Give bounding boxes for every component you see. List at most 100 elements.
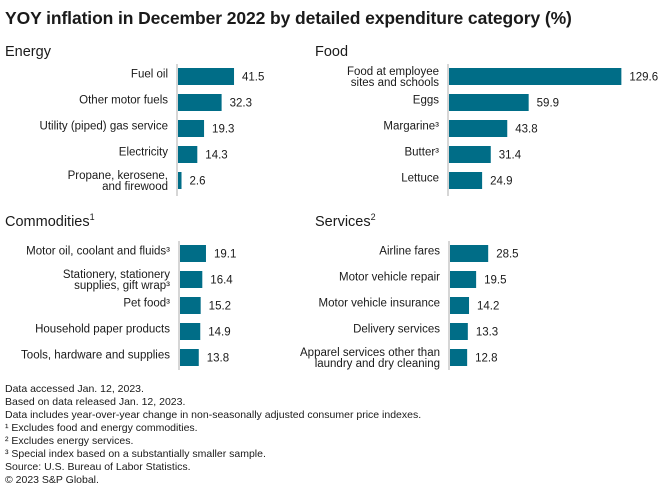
bar	[449, 68, 622, 85]
bar-value-label: 13.8	[207, 353, 229, 365]
footnote-copyright: © 2023 S&P Global.	[5, 474, 99, 486]
category-label-line: supplies, gift wrap³	[74, 280, 170, 292]
bar	[449, 120, 508, 137]
category-label: Margarine³	[383, 121, 439, 133]
category-label-line: Delivery services	[353, 324, 440, 336]
category-label-line: Utility (piped) gas service	[40, 121, 168, 133]
chart-footnotes: Data accessed Jan. 12, 2023. Based on da…	[5, 383, 421, 487]
category-label-line: Tools, hardware and supplies	[21, 350, 170, 362]
category-label-line: sites and schools	[351, 77, 439, 89]
bar	[178, 94, 222, 111]
category-label-line: Motor vehicle insurance	[319, 298, 440, 310]
bar	[180, 349, 199, 366]
bar-value-label: 19.3	[212, 124, 234, 136]
category-label: Eggs	[413, 95, 439, 107]
panel-title-text: Food	[315, 43, 349, 60]
bar-value-label: 15.2	[209, 301, 231, 313]
category-label-line: Food at employee	[347, 66, 439, 78]
bar	[178, 146, 198, 163]
bar	[178, 120, 205, 137]
panel-title-services: Services2	[315, 212, 376, 230]
bar-value-label: 31.4	[499, 150, 522, 162]
bar	[178, 68, 235, 85]
category-label-line: Motor oil, coolant and fluids³	[26, 246, 170, 258]
bar	[450, 271, 477, 288]
category-label-line: Propane, kerosene,	[68, 170, 168, 182]
category-label: Pet food³	[123, 298, 170, 310]
category-label: Lettuce	[401, 173, 439, 185]
bar-value-label: 32.3	[230, 98, 252, 110]
bar	[180, 245, 206, 262]
bar	[449, 146, 491, 163]
footnote-data-includes: Data includes year-over-year change in n…	[5, 409, 422, 421]
category-label: Motor vehicle insurance	[319, 298, 440, 310]
category-label-line: Household paper products	[35, 324, 170, 336]
bar	[450, 297, 470, 314]
category-label: Utility (piped) gas service	[40, 121, 168, 133]
bar	[449, 172, 483, 189]
bar	[450, 349, 468, 366]
category-label-line: Airline fares	[379, 246, 440, 258]
category-label: Butter³	[404, 147, 439, 159]
bar-value-label: 19.1	[214, 249, 236, 261]
bar-value-label: 14.2	[477, 301, 499, 313]
category-label: Other motor fuels	[79, 95, 168, 107]
category-label-line: Eggs	[413, 95, 439, 107]
footnote-accessed: Data accessed Jan. 12, 2023.	[5, 383, 144, 395]
category-label-line: Margarine³	[383, 121, 439, 133]
category-label-line: Pet food³	[123, 298, 170, 310]
panel-title-energy: Energy	[5, 42, 51, 60]
category-label: Fuel oil	[131, 69, 168, 81]
panel-title-text: Services	[315, 213, 371, 230]
category-label-line: Butter³	[404, 147, 439, 159]
panel-title-footnote: 2	[370, 212, 376, 222]
bar-value-label: 43.8	[515, 124, 537, 136]
bar-value-label: 19.5	[484, 275, 506, 287]
bar-value-label: 2.6	[190, 176, 206, 188]
bar	[180, 271, 203, 288]
bar-value-label: 13.3	[476, 327, 498, 339]
category-label-line: Electricity	[119, 147, 168, 159]
category-label-line: Apparel services other than	[300, 347, 440, 359]
category-label-line: Other motor fuels	[79, 95, 168, 107]
bar-value-label: 24.9	[490, 176, 512, 188]
category-label: Motor vehicle repair	[339, 272, 440, 284]
footnote-1: ¹ Excludes food and energy commodities.	[5, 422, 198, 434]
bar-value-label: 28.5	[496, 249, 518, 261]
bar-value-label: 14.3	[205, 150, 227, 162]
bar-value-label: 12.8	[475, 353, 497, 365]
panel-title-commodities: Commodities1	[5, 212, 95, 230]
footnote-source: Source: U.S. Bureau of Labor Statistics.	[5, 461, 191, 473]
bar	[180, 323, 201, 340]
category-label-line: Motor vehicle repair	[339, 272, 440, 284]
category-label-line: Stationery, stationery	[63, 269, 170, 281]
footnote-released: Based on data released Jan. 12, 2023.	[5, 396, 186, 408]
category-label-line: Lettuce	[401, 173, 439, 185]
category-label-line: and firewood	[102, 181, 168, 193]
bar-value-label: 14.9	[208, 327, 230, 339]
bar-value-label: 41.5	[242, 72, 264, 84]
bar	[450, 323, 468, 340]
bar-value-label: 129.6	[629, 72, 658, 84]
category-label: Airline fares	[379, 246, 440, 258]
footnote-2: ² Excludes energy services.	[5, 435, 134, 447]
bar	[178, 172, 182, 189]
bar	[450, 245, 489, 262]
panel-title-food: Food	[315, 42, 348, 60]
category-label: Tools, hardware and supplies	[21, 350, 170, 362]
category-label: Delivery services	[353, 324, 440, 336]
footnote-3: ³ Special index based on a substantially…	[5, 448, 266, 460]
bar	[449, 94, 529, 111]
bar-value-label: 16.4	[210, 275, 233, 287]
category-label: Propane, kerosene,and firewood	[68, 170, 168, 193]
category-label: Motor oil, coolant and fluids³	[26, 246, 170, 258]
bar	[180, 297, 201, 314]
panel-title-text: Energy	[5, 43, 51, 60]
